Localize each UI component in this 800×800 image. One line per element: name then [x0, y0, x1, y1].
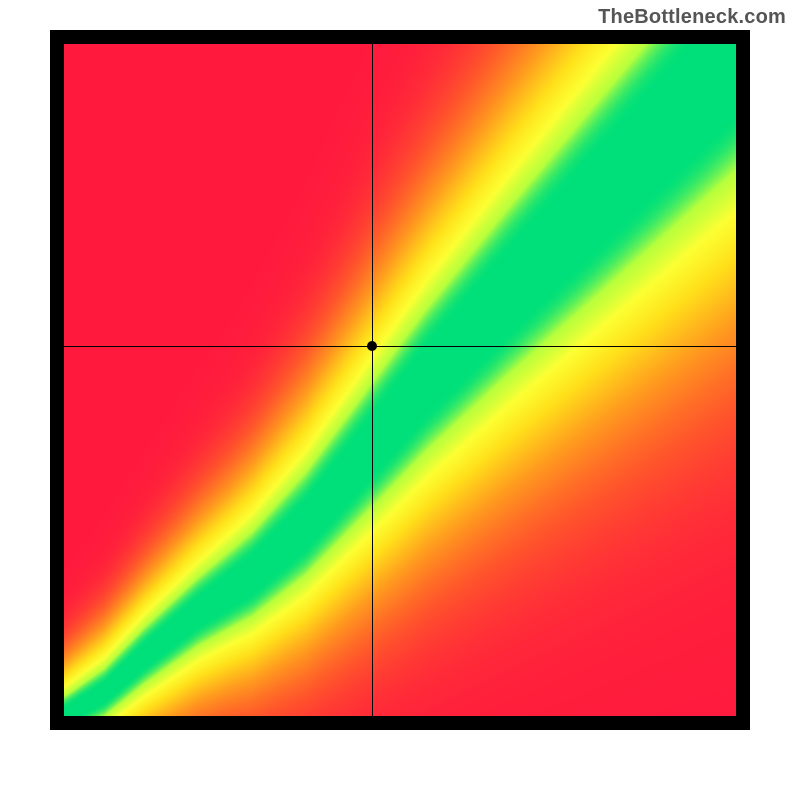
watermark-text: TheBottleneck.com [598, 6, 786, 29]
chart-frame [50, 30, 750, 730]
crosshair-marker-dot [367, 341, 377, 351]
crosshair-horizontal [64, 346, 736, 347]
crosshair-vertical [372, 44, 373, 716]
bottleneck-heatmap [64, 44, 736, 716]
